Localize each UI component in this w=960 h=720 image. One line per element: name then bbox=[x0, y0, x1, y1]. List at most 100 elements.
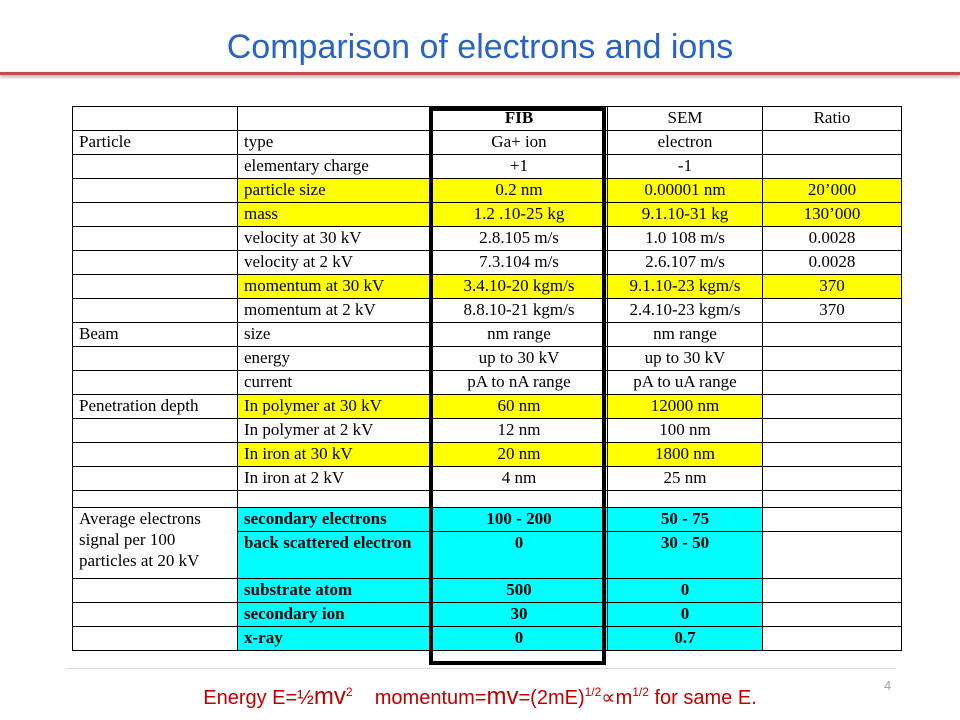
table-row: In iron at 2 kV 4 nm 25 nm bbox=[72, 466, 902, 491]
property-cell: momentum at 30 kV bbox=[237, 274, 431, 299]
formula-text: ∝m bbox=[601, 687, 633, 709]
formula-text: mv bbox=[313, 683, 346, 710]
sem-cell: 9.1.10-23 kgm/s bbox=[607, 274, 763, 299]
sem-cell: 9.1.10-31 kg bbox=[607, 202, 763, 227]
formula-text: mv bbox=[486, 683, 519, 710]
table-row: In iron at 30 kV 20 nm 1800 nm bbox=[72, 442, 902, 467]
fib-cell: 0 bbox=[430, 531, 608, 579]
sem-cell: 25 nm bbox=[607, 466, 763, 491]
group-label bbox=[72, 154, 238, 179]
property-cell: In iron at 30 kV bbox=[237, 442, 431, 467]
fib-cell: 0.2 nm bbox=[430, 178, 608, 203]
property-cell: substrate atom bbox=[237, 578, 431, 603]
table-row: velocity at 2 kV 7.3.104 m/s 2.6.107 m/s… bbox=[72, 250, 902, 275]
header-cell bbox=[72, 106, 238, 131]
ratio-cell bbox=[762, 578, 902, 603]
page-number: 4 bbox=[884, 678, 892, 693]
table-row: back scattered electron 0 30 - 50 bbox=[73, 531, 902, 579]
sem-cell: electron bbox=[607, 130, 763, 155]
property-cell: energy bbox=[237, 346, 431, 371]
ratio-cell bbox=[762, 507, 902, 532]
group-label bbox=[72, 466, 238, 491]
sem-cell: 0.7 bbox=[607, 626, 763, 651]
sem-cell: 30 - 50 bbox=[607, 531, 763, 579]
table-row: Penetration depth In polymer at 30 kV 60… bbox=[72, 394, 902, 419]
property-cell: elementary charge bbox=[237, 154, 431, 179]
group-label bbox=[72, 298, 238, 323]
group-label bbox=[72, 346, 238, 371]
table-row: mass 1.2 .10-25 kg 9.1.10-31 kg 130’000 bbox=[72, 202, 902, 227]
formula-superscript: 1/2 bbox=[632, 685, 649, 699]
property-cell: In polymer at 2 kV bbox=[237, 418, 431, 443]
fib-cell: 500 bbox=[430, 578, 608, 603]
header-cell-ratio: Ratio bbox=[762, 106, 902, 131]
ratio-cell bbox=[762, 346, 902, 371]
sem-cell: 12000 nm bbox=[607, 394, 763, 419]
table-row: elementary charge +1 -1 bbox=[72, 154, 902, 179]
ratio-cell: 370 bbox=[762, 274, 902, 299]
table-row: velocity at 30 kV 2.8.105 m/s 1.0 108 m/… bbox=[72, 226, 902, 251]
group-label bbox=[72, 626, 238, 651]
ratio-cell bbox=[762, 394, 902, 419]
property-cell: mass bbox=[237, 202, 431, 227]
fib-cell bbox=[430, 490, 608, 508]
ratio-cell: 370 bbox=[762, 298, 902, 323]
table-row: momentum at 30 kV 3.4.10-20 kgm/s 9.1.10… bbox=[72, 274, 902, 299]
sem-cell: 0 bbox=[607, 578, 763, 603]
formula-text: momentum= bbox=[352, 687, 487, 709]
table-row: current pA to nA range pA to uA range bbox=[72, 370, 902, 395]
group-label: Penetration depth bbox=[72, 394, 238, 419]
fib-cell: 4 nm bbox=[430, 466, 608, 491]
sem-cell: 1.0 108 m/s bbox=[607, 226, 763, 251]
fib-cell: pA to nA range bbox=[430, 370, 608, 395]
fib-cell: nm range bbox=[430, 322, 608, 347]
table-spacer-row bbox=[72, 490, 902, 508]
header-cell-sem: SEM bbox=[607, 106, 763, 131]
group-label: Particle bbox=[72, 130, 238, 155]
sem-cell: -1 bbox=[607, 154, 763, 179]
fib-cell: 100 - 200 bbox=[430, 507, 608, 532]
table-row: Beam size nm range nm range bbox=[72, 322, 902, 347]
sem-cell: nm range bbox=[607, 322, 763, 347]
ratio-cell: 20’000 bbox=[762, 178, 902, 203]
table-row: Particle type Ga+ ion electron bbox=[72, 130, 902, 155]
property-cell: In iron at 2 kV bbox=[237, 466, 431, 491]
group-label bbox=[72, 442, 238, 467]
title-divider bbox=[0, 72, 960, 75]
group-label bbox=[72, 274, 238, 299]
property-cell: x-ray bbox=[237, 626, 431, 651]
header-cell bbox=[237, 106, 431, 131]
table-row: momentum at 2 kV 8.8.10-21 kgm/s 2.4.10-… bbox=[72, 298, 902, 323]
table-row: In polymer at 2 kV 12 nm 100 nm bbox=[72, 418, 902, 443]
ratio-cell bbox=[762, 602, 902, 627]
sem-cell: 0 bbox=[607, 602, 763, 627]
sem-cell: 100 nm bbox=[607, 418, 763, 443]
group-label bbox=[72, 202, 238, 227]
ratio-cell bbox=[762, 130, 902, 155]
property-cell: type bbox=[237, 130, 431, 155]
group-label bbox=[72, 370, 238, 395]
fib-cell: up to 30 kV bbox=[430, 346, 608, 371]
ratio-cell: 0.0028 bbox=[762, 226, 902, 251]
table-row: Average electrons signal per 100 particl… bbox=[72, 507, 902, 579]
table-row: particle size 0.2 nm 0.00001 nm 20’000 bbox=[72, 178, 902, 203]
ratio-cell bbox=[762, 154, 902, 179]
formula-text: for same E. bbox=[648, 687, 757, 709]
property-cell: secondary electrons bbox=[237, 507, 431, 532]
ratio-cell bbox=[762, 490, 902, 508]
group-label: Average electrons signal per 100 particl… bbox=[72, 507, 238, 579]
fib-cell: 8.8.10-21 kgm/s bbox=[430, 298, 608, 323]
property-cell: velocity at 30 kV bbox=[237, 226, 431, 251]
group-label bbox=[72, 418, 238, 443]
group-label bbox=[72, 226, 238, 251]
ratio-cell bbox=[762, 322, 902, 347]
fib-cell: 60 nm bbox=[430, 394, 608, 419]
formula-text: =(2mE) bbox=[518, 687, 585, 709]
sem-cell: 0.00001 nm bbox=[607, 178, 763, 203]
sem-cell: 1800 nm bbox=[607, 442, 763, 467]
group-label bbox=[72, 602, 238, 627]
ratio-cell: 0.0028 bbox=[762, 250, 902, 275]
ratio-cell: 130’000 bbox=[762, 202, 902, 227]
header-cell-fib: FIB bbox=[430, 106, 608, 131]
property-cell: velocity at 2 kV bbox=[237, 250, 431, 275]
